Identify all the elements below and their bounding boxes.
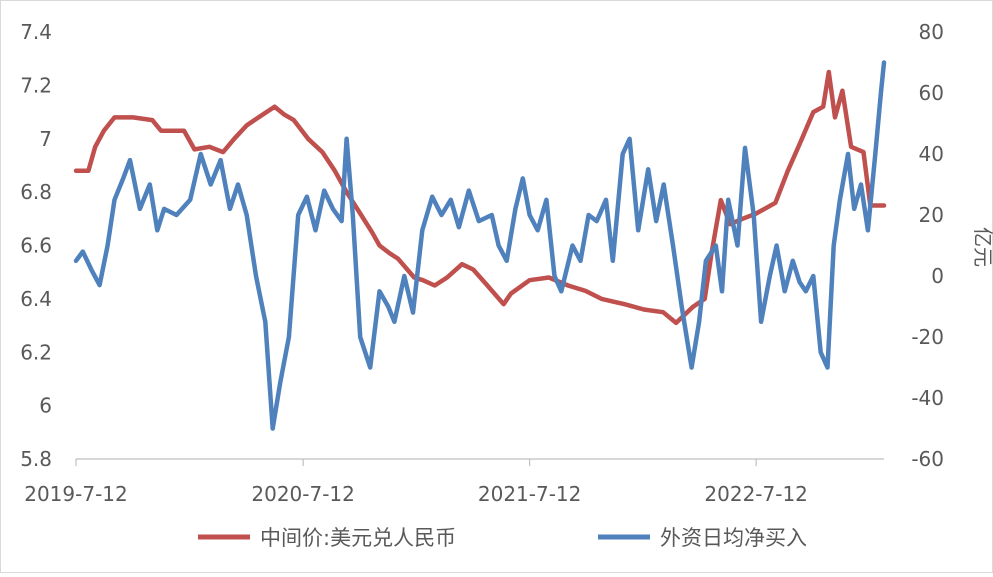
y-left-tick-label: 7: [39, 127, 52, 151]
x-tick-label: 2022-7-12: [704, 482, 808, 506]
y-left-tick-label: 6.6: [20, 234, 52, 258]
y-right-axis-title: 亿元: [971, 227, 993, 267]
x-tick-label: 2021-7-12: [478, 482, 582, 506]
y-right-tick-label: 40: [919, 142, 944, 166]
y-left-tick-label: 7.4: [20, 20, 52, 44]
y-right-tick-label: 80: [919, 20, 944, 44]
y-right-tick-label: -20: [911, 325, 944, 349]
y-right-tick-label: 0: [931, 264, 944, 288]
y-left-tick-label: 6.4: [20, 287, 52, 311]
y-right-tick-label: -60: [911, 447, 944, 471]
y-left-tick-label: 5.8: [20, 447, 52, 471]
y-left-tick-label: 7.2: [20, 73, 52, 97]
x-tick-label: 2019-7-12: [24, 482, 128, 506]
y-left-tick-label: 6: [39, 394, 52, 418]
y-left-tick-label: 6.2: [20, 340, 52, 364]
legend: 中间价:美元兑人民币 外资日均净买入: [198, 526, 807, 550]
series-layer: [73, 60, 887, 431]
y-right-tick-label: 20: [919, 203, 944, 227]
series-line-1: [73, 69, 887, 326]
legend-label-1: 中间价:美元兑人民币: [260, 526, 456, 550]
series-line-2: [73, 60, 887, 431]
y-left-tick-label: 6.8: [20, 180, 52, 204]
axes: 2019-7-12 2020-7-12 2021-7-12 2022-7-12 5.8 6…: [20, 20, 993, 506]
y-right-tick-label: -40: [911, 386, 944, 410]
x-tick-label: 2020-7-12: [251, 482, 355, 506]
legend-label-2: 外资日均净买入: [660, 526, 807, 550]
y-right-tick-label: 60: [919, 81, 944, 105]
